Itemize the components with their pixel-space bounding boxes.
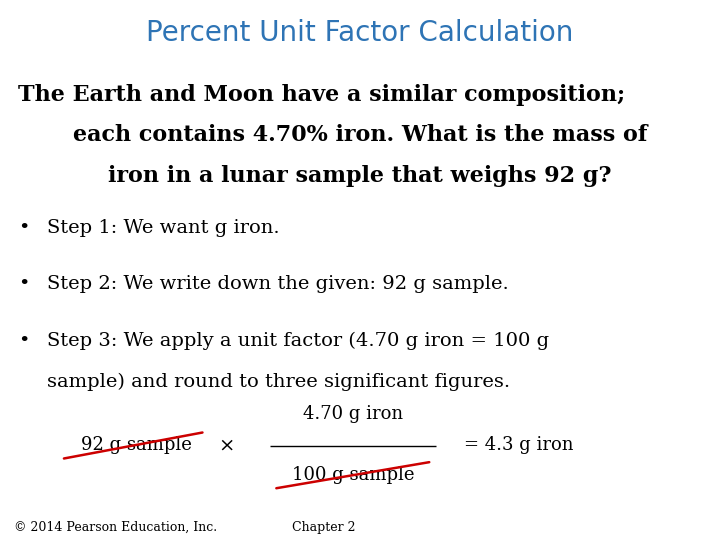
Text: 4.70 g iron: 4.70 g iron	[302, 405, 403, 423]
Text: 92 g sample: 92 g sample	[81, 436, 192, 455]
Text: 100 g sample: 100 g sample	[292, 466, 414, 484]
Text: Percent Unit Factor Calculation: Percent Unit Factor Calculation	[146, 19, 574, 47]
Text: Chapter 2: Chapter 2	[292, 521, 356, 534]
Text: Step 2: We write down the given: 92 g sample.: Step 2: We write down the given: 92 g sa…	[47, 275, 508, 293]
Text: Step 1: We want g iron.: Step 1: We want g iron.	[47, 219, 279, 237]
Text: •: •	[18, 219, 30, 237]
Text: Step 3: We apply a unit factor (4.70 g iron = 100 g: Step 3: We apply a unit factor (4.70 g i…	[47, 332, 549, 350]
Text: The Earth and Moon have a similar composition;: The Earth and Moon have a similar compos…	[18, 84, 625, 106]
Text: = 4.3 g iron: = 4.3 g iron	[464, 436, 574, 455]
Text: •: •	[18, 275, 30, 293]
Text: sample) and round to three significant figures.: sample) and round to three significant f…	[47, 373, 510, 391]
Text: iron in a lunar sample that weighs 92 g?: iron in a lunar sample that weighs 92 g?	[108, 165, 612, 187]
Text: © 2014 Pearson Education, Inc.: © 2014 Pearson Education, Inc.	[14, 521, 217, 534]
Text: •: •	[18, 332, 30, 350]
Text: ×: ×	[219, 436, 235, 455]
Text: each contains 4.70% iron. What is the mass of: each contains 4.70% iron. What is the ma…	[73, 124, 647, 146]
